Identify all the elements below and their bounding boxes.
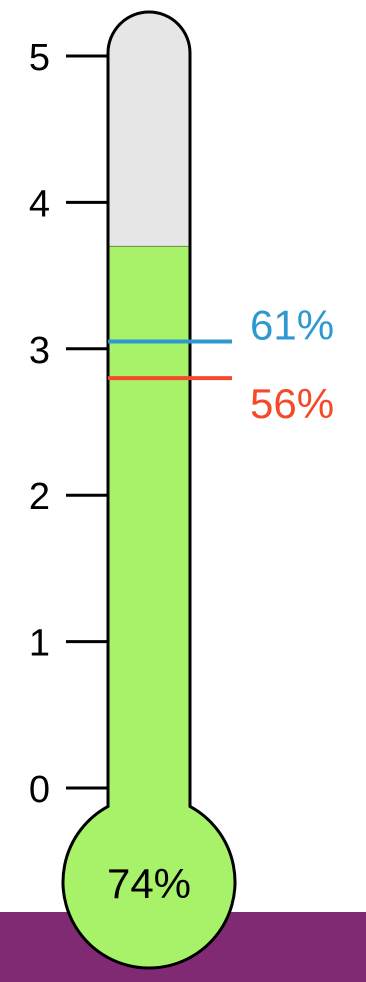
markers: 61% 56% <box>108 301 334 427</box>
thermometer-interior <box>63 12 236 968</box>
tick-label: 2 <box>29 476 50 518</box>
bulb-percent-label: 74% <box>107 860 191 907</box>
thermometer-outline <box>61 10 237 970</box>
marker-label: 56% <box>250 380 334 427</box>
y-axis-ticks: 0 1 2 3 4 5 <box>29 37 108 811</box>
tick-label: 1 <box>29 623 50 665</box>
tick-label: 3 <box>29 330 50 372</box>
bulb-fill <box>63 794 236 968</box>
tick-label: 0 <box>29 769 50 811</box>
marker-label: 61% <box>250 301 334 348</box>
tick-label: 5 <box>29 37 50 79</box>
tick-label: 4 <box>29 183 50 225</box>
